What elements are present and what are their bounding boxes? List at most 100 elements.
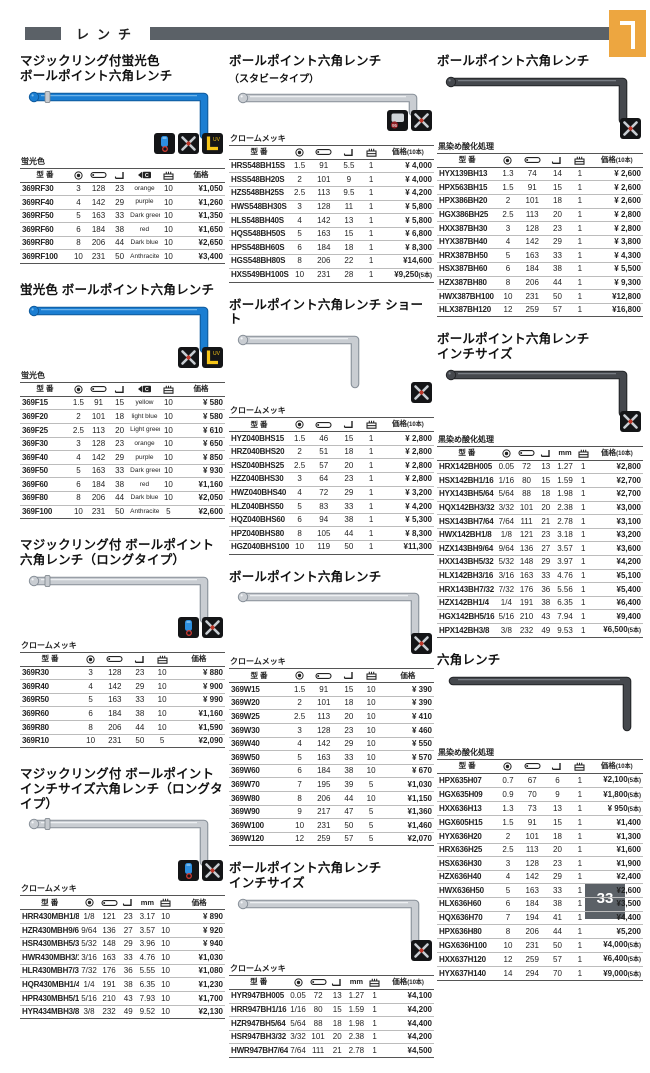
model-cell: 369W120	[229, 832, 289, 847]
ball-cell: 6	[497, 262, 519, 277]
col-header-arm	[545, 153, 570, 168]
table-row: HQX636H70 7 194 41 1 ¥4,400	[437, 911, 643, 926]
arm-cell: 50	[337, 818, 361, 833]
table-row: HWS548BH30S 3 128 11 1 ¥ 5,800	[229, 200, 434, 215]
unit-note: (5本)	[627, 778, 641, 785]
section-title: ボールポイント六角レンチ インチサイズ	[229, 861, 382, 891]
table-row: HYR947BH005 0.05 72 13 1.27 1 ¥4,100	[229, 989, 434, 1004]
ball-size-icon	[502, 449, 511, 458]
ball-cell: 1.3	[497, 801, 519, 817]
price-cell: ¥ 4,000	[381, 159, 434, 174]
price-cell: ¥ 610	[177, 423, 225, 438]
ball-cell: 7/32	[496, 582, 516, 597]
model-cell: HRZ040BHS20	[229, 445, 289, 460]
table-row: HWX142BH1/8 1/8 121 23 3.18 1 ¥3,200	[437, 528, 643, 543]
arm-cell: 44	[110, 491, 130, 506]
section-title: マジックリング付 ボールポイント インチサイズ六角レンチ（ロングタイプ）	[20, 767, 223, 811]
price-cell: ¥4,400	[382, 1016, 434, 1031]
table-row: HLX636H60 6 184 38 1 ¥3,500	[437, 897, 643, 912]
qty-cell: 1	[575, 569, 591, 584]
arm-cell: 33	[545, 883, 570, 898]
len-cell: 142	[101, 679, 129, 694]
qty-cell: 1	[575, 555, 591, 570]
qty-cell: 5	[360, 818, 382, 833]
price-cell: ¥ 4,000	[381, 172, 434, 187]
section-stubby: ボールポイント六角レンチ （スタビータイプ） 95 クロームメッキ型 番価格(10本)…	[229, 54, 434, 283]
qty-cell: 10	[157, 977, 174, 993]
mm-cell: 2.38	[554, 501, 576, 516]
col-header-model: 型 番	[20, 382, 70, 397]
mm-cell: 7.94	[554, 609, 576, 624]
qty-cell: 1	[569, 303, 591, 318]
multi-tool-badge-icon	[178, 132, 199, 154]
table-row: HRX636H25 2.5 113 20 1 ¥1,600	[437, 843, 643, 858]
arm-cell: 27	[537, 541, 555, 556]
len-cell: 113	[518, 208, 546, 223]
price-cell: ¥2,800	[590, 460, 643, 475]
mm-cell: 7.93	[136, 991, 158, 1006]
wrench-image	[445, 369, 628, 418]
price-cell: ¥ 2,800	[381, 445, 434, 460]
qty-cell: 1	[575, 528, 591, 543]
ball-cell: 6	[288, 513, 311, 528]
feature-badges	[229, 633, 432, 655]
model-cell: HYR947BH005	[229, 989, 289, 1004]
total-length-icon	[524, 157, 541, 164]
arm-cell: 13	[537, 460, 555, 475]
col-header-qty	[366, 975, 383, 990]
ball-cell: 2	[288, 696, 311, 711]
table-row: HPX386BH20 2 101 18 1 ¥ 2,600	[437, 194, 643, 209]
table-row: 369RF50 5 163 33 Dark green 10 ¥1,350	[20, 209, 225, 224]
qty-cell: 1	[575, 460, 591, 475]
table-row: 369F25 2.5 113 20 Light green 10 ¥ 610	[20, 423, 225, 438]
len-cell: 206	[87, 491, 111, 506]
table-row: HYR434MBH3/8 3/8 232 49 9.52 10 ¥2,130	[20, 1005, 225, 1020]
color-cell: yellow	[129, 396, 160, 411]
model-cell: 369R40	[20, 679, 80, 694]
price-cell: ¥16,800	[590, 303, 643, 318]
price-cell: ¥1,030	[173, 950, 225, 965]
qty-cell: 1	[360, 540, 382, 555]
model-cell: HSZ040BHS25	[229, 458, 289, 473]
table-header-row: 型 番 mm 価格	[20, 895, 225, 911]
qty-cell: 1	[360, 486, 382, 501]
ball-cell: 3	[497, 856, 519, 871]
col-header-model: 型 番	[229, 145, 289, 160]
qty-cell: 10	[360, 791, 382, 806]
qty-cell: 5	[360, 777, 382, 793]
col-header-ball	[288, 145, 311, 160]
arm-cell: 18	[537, 487, 555, 502]
price-cell: ¥3,000	[590, 501, 643, 516]
price-cell: ¥4,400	[590, 911, 643, 926]
table-row: HQZ040BHS60 6 94 38 1 ¥ 5,300	[229, 513, 434, 528]
len-cell: 191	[98, 977, 120, 993]
arm-cell: 20	[537, 501, 555, 516]
wrench-image	[448, 676, 632, 732]
len-cell: 259	[518, 952, 546, 968]
len-cell: 91	[518, 180, 546, 195]
section-title: ボールポイント六角レンチ	[229, 569, 382, 584]
price-cell: ¥6,400	[590, 596, 643, 611]
len-cell: 206	[87, 236, 111, 251]
model-cell: HLZ040BHS50	[229, 499, 289, 514]
qty-cell: 10	[360, 696, 382, 711]
price-cell: ¥6,400(5本)	[590, 952, 643, 968]
table-row: HZX142BH1/4 1/4 191 38 6.35 1 ¥6,400	[437, 596, 643, 611]
wrench-image	[445, 76, 628, 125]
arm-cell: 36	[537, 582, 555, 597]
mm-cell: 9.53	[554, 623, 576, 639]
arm-cell: 20	[337, 709, 361, 725]
table-row: 369W120 12 259 57 5 ¥2,070	[229, 832, 434, 847]
table-row: HSX387BH60 6 184 38 1 ¥ 5,500	[437, 262, 643, 277]
ball-size-icon	[86, 655, 95, 664]
table-header-row: 型 番 価格(10本)	[229, 145, 434, 160]
price-cell: ¥1,080	[173, 964, 225, 979]
ball-cell: 4	[497, 235, 519, 250]
mm-cell: 4.76	[136, 950, 158, 965]
price-cell: ¥2,600	[590, 883, 643, 898]
price-cell: ¥ 890	[173, 909, 225, 925]
len-cell: 119	[310, 540, 338, 555]
section-hex-wrench: 六角レンチ 黒染め酸化処理型 番価格(10本) HPX635H07 0.7 67 6 1 ¥2…	[437, 653, 643, 982]
table-row: 369RF60 6 184 38 red 10 ¥1,650	[20, 222, 225, 237]
arm-length-icon	[114, 385, 124, 393]
